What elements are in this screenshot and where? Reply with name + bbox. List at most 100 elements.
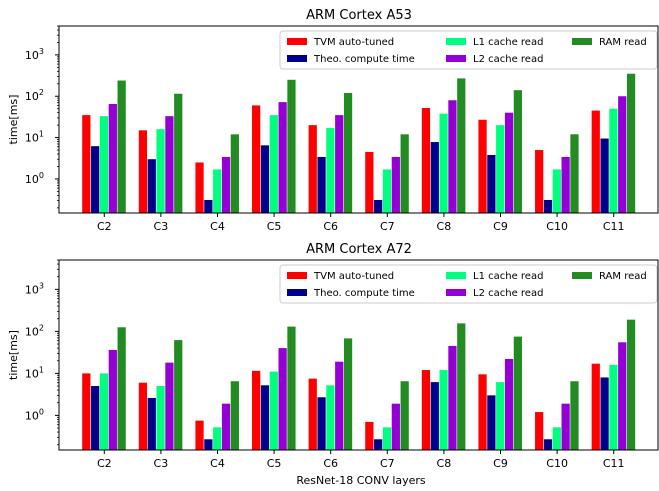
x-tick-label: C6 xyxy=(323,457,338,470)
bar-c3-series-2 xyxy=(147,397,156,450)
bar-c7-series-3 xyxy=(382,169,392,213)
legend-box xyxy=(279,30,658,70)
bar-c10-series-4 xyxy=(561,403,570,450)
bar-c6-series-4 xyxy=(335,115,344,213)
bar-c10-series-1 xyxy=(535,412,544,450)
legend-swatch xyxy=(287,289,307,296)
bar-c2-series-1 xyxy=(82,115,91,213)
bar-c6-series-3 xyxy=(326,385,335,450)
bar-c6-series-2 xyxy=(317,397,326,450)
legend-swatch xyxy=(446,55,466,62)
bar-c8-series-5 xyxy=(457,78,466,213)
legend-box xyxy=(279,264,658,304)
bar-c4-series-4 xyxy=(221,156,231,213)
bar-c3-series-1 xyxy=(138,382,148,450)
y-tick-label: 103 xyxy=(25,47,44,62)
x-tick-label: C7 xyxy=(380,220,395,233)
legend-label: RAM read xyxy=(599,37,647,48)
figure-x-axis-label: ResNet-18 CONV layers xyxy=(296,474,426,487)
y-tick-label: 102 xyxy=(25,323,44,338)
y-tick-label: 103 xyxy=(25,281,44,296)
bar-c6-series-1 xyxy=(308,378,317,450)
bar-c5-series-2 xyxy=(260,385,270,450)
bar-c3-series-5 xyxy=(174,93,183,213)
y-tick-label: 102 xyxy=(25,88,44,103)
x-tick-label: C7 xyxy=(380,457,395,470)
bar-c2-series-4 xyxy=(108,103,117,213)
bar-c6-series-5 xyxy=(343,338,353,450)
bar-c9-series-3 xyxy=(496,382,505,450)
bar-c5-series-1 xyxy=(252,105,261,213)
y-tick-label: 100 xyxy=(25,407,44,422)
bar-c11-series-5 xyxy=(626,73,636,213)
bar-c2-series-4 xyxy=(108,350,117,450)
bar-c6-series-3 xyxy=(326,128,335,213)
legend-swatch xyxy=(446,272,466,279)
bar-c8-series-4 xyxy=(448,100,457,213)
bar-c3-series-4 xyxy=(165,116,174,213)
legend-label: RAM read xyxy=(599,271,647,282)
bar-c9-series-3 xyxy=(496,125,505,213)
bar-c8-series-2 xyxy=(430,382,439,450)
legend-label: TVM auto-tuned xyxy=(313,37,394,48)
legend-label: L1 cache read xyxy=(473,271,543,282)
bar-c8-series-4 xyxy=(448,345,457,450)
bar-c2-series-5 xyxy=(117,80,126,214)
x-tick-label: C5 xyxy=(267,220,282,233)
bar-c11-series-3 xyxy=(609,364,618,450)
legend-swatch xyxy=(287,38,307,45)
bar-c7-series-4 xyxy=(391,403,400,450)
bar-c4-series-3 xyxy=(213,169,222,213)
bar-c6-series-4 xyxy=(335,361,344,450)
bar-c2-series-2 xyxy=(91,386,100,450)
y-tick-label: 101 xyxy=(25,365,44,380)
bar-c7-series-5 xyxy=(400,134,409,213)
x-tick-label: C4 xyxy=(210,457,225,470)
bar-c5-series-5 xyxy=(287,326,296,450)
bar-c7-series-1 xyxy=(365,421,374,450)
bar-c4-series-3 xyxy=(213,427,222,450)
bar-c8-series-3 xyxy=(439,370,448,450)
legend-swatch xyxy=(287,272,307,279)
bar-c4-series-5 xyxy=(230,381,239,450)
bar-c7-series-4 xyxy=(391,156,400,213)
x-tick-label: C5 xyxy=(267,457,282,470)
legend-label: L2 cache read xyxy=(473,54,543,65)
x-tick-label: C9 xyxy=(493,220,508,233)
legend: TVM auto-tuned Theo. compute time L1 cache… xyxy=(279,264,658,304)
y-tick-label: 100 xyxy=(25,171,44,186)
x-tick-label: C10 xyxy=(546,220,568,233)
x-tick-label: C8 xyxy=(437,220,452,233)
bar-c9-series-2 xyxy=(487,395,496,450)
plot-frame xyxy=(58,25,659,214)
bar-c11-series-3 xyxy=(609,108,618,213)
bar-c10-series-4 xyxy=(561,156,570,213)
bar-c2-series-5 xyxy=(117,327,126,450)
bar-c9-series-1 xyxy=(478,119,487,213)
legend-swatch xyxy=(287,55,307,62)
bar-c9-series-1 xyxy=(478,374,487,450)
bar-c2-series-3 xyxy=(99,116,109,213)
bar-c7-series-2 xyxy=(374,439,383,450)
bar-c7-series-5 xyxy=(400,381,409,450)
bar-c3-series-5 xyxy=(174,340,183,450)
bar-c7-series-2 xyxy=(374,199,383,213)
y-tick-label: 101 xyxy=(25,130,44,145)
bar-c8-series-5 xyxy=(457,323,466,450)
chart-title: ARM Cortex A53 xyxy=(306,8,412,23)
x-tick-label: C11 xyxy=(603,457,625,470)
bar-c10-series-2 xyxy=(543,439,553,450)
bar-c10-series-5 xyxy=(570,381,579,450)
legend-swatch xyxy=(572,272,592,279)
x-tick-label: C6 xyxy=(323,220,338,233)
bar-c10-series-1 xyxy=(535,150,544,213)
bar-c3-series-3 xyxy=(156,129,165,213)
bar-c11-series-4 xyxy=(618,96,627,213)
x-tick-label: C2 xyxy=(97,457,112,470)
legend-swatch xyxy=(446,289,466,296)
bar-c4-series-4 xyxy=(221,403,231,450)
bar-c11-series-1 xyxy=(591,363,600,450)
x-tick-label: C9 xyxy=(493,457,508,470)
bar-c8-series-1 xyxy=(421,107,431,213)
